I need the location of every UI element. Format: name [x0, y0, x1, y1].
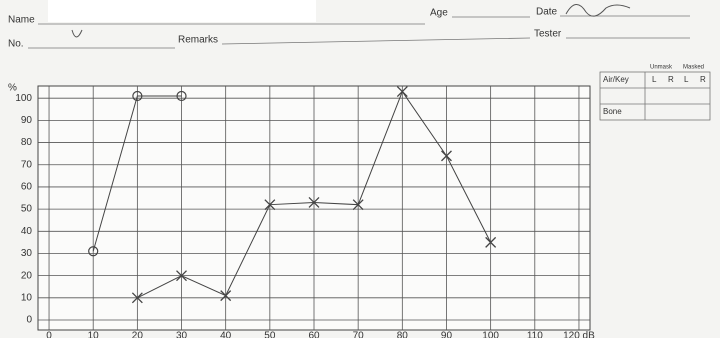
y-tick-label: 20: [21, 270, 33, 281]
x-tick-label: 90: [441, 331, 453, 338]
y-tick-label: 40: [21, 226, 33, 237]
legend-header: Masked: [683, 65, 704, 71]
x-tick-label: 50: [264, 331, 276, 338]
legend-row: Bone: [603, 107, 622, 116]
legend-row: Air/Key: [603, 75, 629, 84]
legend-header: Unmask: [650, 65, 673, 71]
y-tick-label: 50: [21, 204, 33, 215]
no-label: No.: [8, 39, 24, 50]
x-tick-label: 110: [527, 331, 543, 338]
x-tick-label: 100: [482, 331, 499, 338]
x-tick-label: 10: [88, 331, 100, 338]
audiogram-form: Name Age Date No. Remarks Tester Unmask …: [0, 0, 720, 338]
y-tick-label: 60: [21, 182, 33, 193]
x-tick-label: 0: [46, 331, 52, 338]
remarks-label: Remarks: [178, 35, 218, 46]
legend-col: L: [684, 75, 689, 84]
name-label: Name: [8, 15, 35, 26]
x-tick-label: 40: [220, 331, 232, 338]
y-tick-label: 10: [21, 292, 33, 303]
plot: 0 10 20 30 40 50 60 70 80 90 100 0 10 20 30 40 50 60 70 80 9…: [15, 86, 595, 338]
y-tick-label: 30: [21, 248, 33, 259]
tester-label: Tester: [534, 29, 562, 40]
legend-col: R: [668, 75, 674, 84]
y-tick-label: 70: [21, 159, 33, 170]
legend-col: L: [652, 75, 657, 84]
x-tick-label: 60: [308, 331, 320, 338]
y-tick-label: 0: [26, 315, 32, 326]
x-tick-label: 20: [132, 331, 144, 338]
date-label: Date: [536, 7, 558, 18]
x-tick-label: 30: [176, 331, 188, 338]
redaction: [48, 0, 316, 22]
age-label: Age: [430, 8, 448, 19]
y-tick-label: 80: [21, 137, 33, 148]
y-tick-label: 90: [21, 115, 33, 126]
legend-col: R: [700, 75, 706, 84]
x-tick-label: 70: [353, 331, 365, 338]
y-tick-label: 100: [15, 93, 32, 104]
x-tick-label: 120 dB: [563, 331, 595, 338]
x-tick-label: 80: [397, 331, 409, 338]
